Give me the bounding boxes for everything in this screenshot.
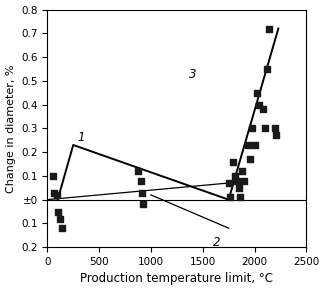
Point [138,178,143,183]
Point [238,195,243,200]
Point [260,107,266,112]
Point [232,173,238,178]
Point [256,102,261,107]
Point [139,190,144,195]
X-axis label: Production temperature limit, °C: Production temperature limit, °C [80,272,273,285]
Text: 3: 3 [189,68,197,81]
Point [59,226,64,230]
Point [140,202,145,207]
Point [226,181,231,185]
Point [274,133,279,138]
Point [241,178,247,183]
Point [51,190,56,195]
Point [50,173,55,178]
Point [262,126,267,131]
Text: 1: 1 [77,131,85,144]
Point [55,209,60,214]
Y-axis label: Change in diameter, %: Change in diameter, % [6,64,16,193]
Point [264,67,269,71]
Point [227,195,232,200]
Point [248,157,253,162]
Point [273,126,278,131]
Point [230,159,235,164]
Point [240,169,245,173]
Point [254,91,259,95]
Point [236,185,241,190]
Point [57,216,62,221]
Point [234,178,240,183]
Point [266,26,272,31]
Point [250,126,255,131]
Point [252,143,257,147]
Point [136,169,141,173]
Point [246,143,251,147]
Text: 2: 2 [213,237,221,249]
Point [54,193,59,197]
